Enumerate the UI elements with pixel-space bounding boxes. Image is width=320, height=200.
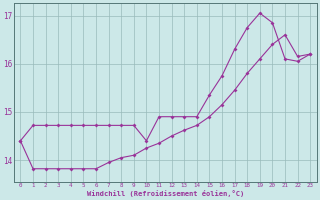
X-axis label: Windchill (Refroidissement éolien,°C): Windchill (Refroidissement éolien,°C) [87, 190, 244, 197]
